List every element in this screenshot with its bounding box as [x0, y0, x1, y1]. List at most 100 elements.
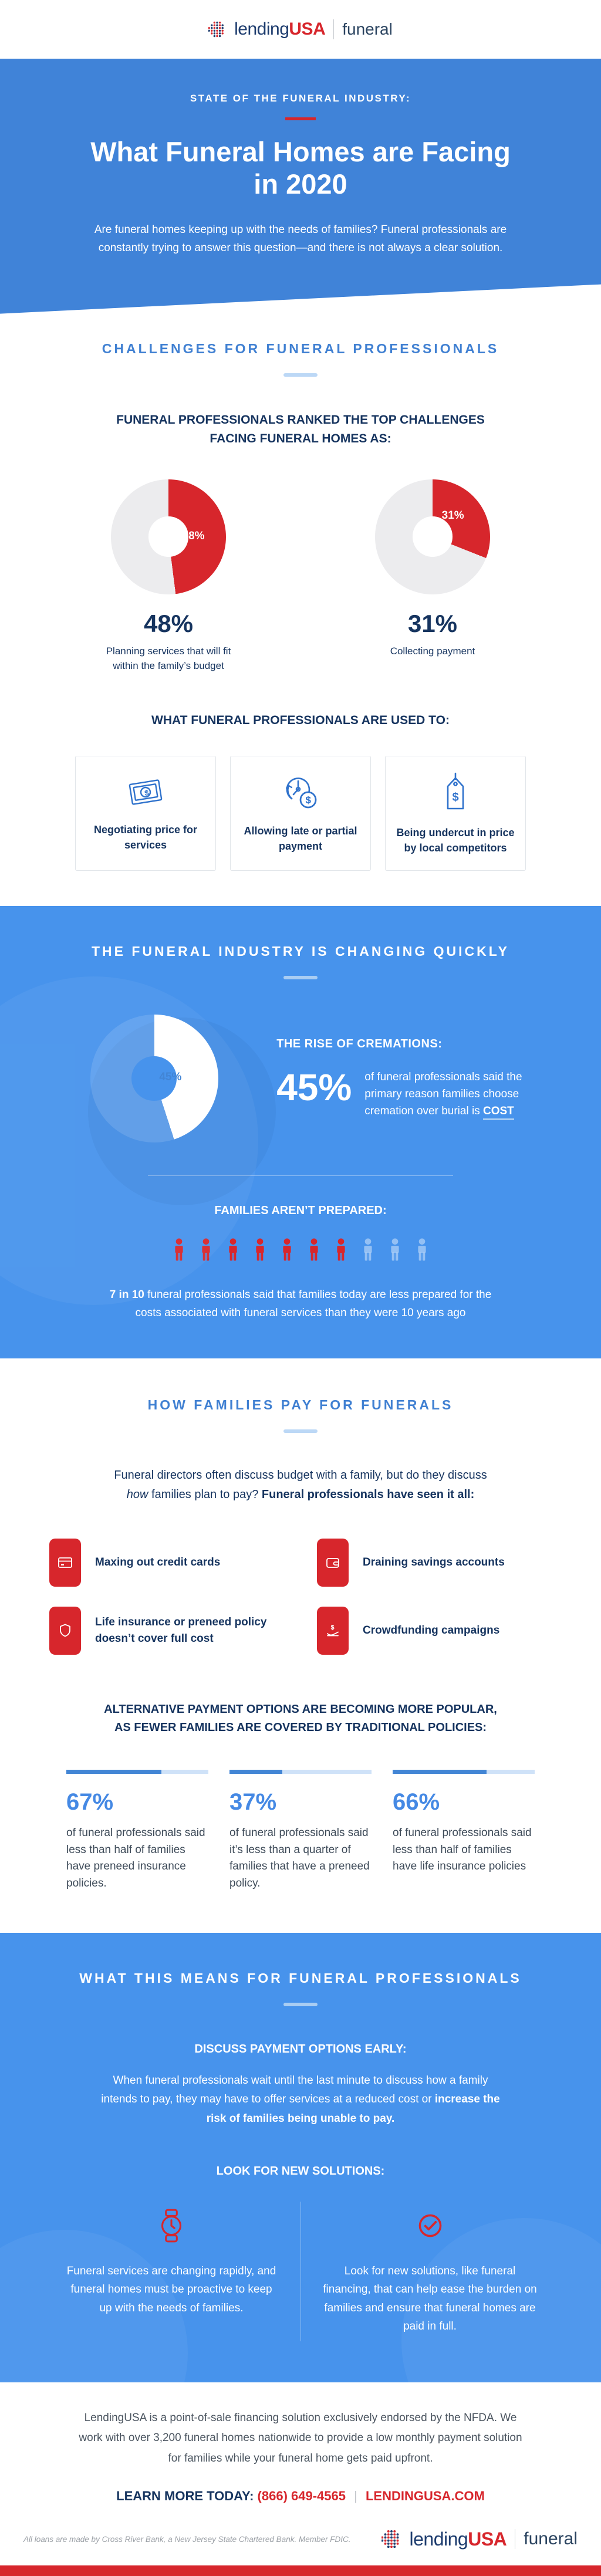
svg-text:$: $: [306, 795, 312, 806]
challenges-title: CHALLENGES FOR FUNERAL PROFESSIONALS: [102, 340, 499, 356]
brand-usa: USA: [468, 2528, 507, 2550]
used-to-card: $ Being undercut in price by local compe…: [385, 756, 526, 871]
donut-slice-label: 31%: [441, 509, 464, 522]
phone-link[interactable]: (866) 649-4565: [257, 2488, 346, 2503]
pay-intro-1: Funeral directors often discuss budget w…: [114, 1469, 487, 1482]
card-label: Allowing late or partial payment: [244, 825, 357, 853]
price-tag-icon: $: [447, 772, 464, 810]
person-icon: [254, 1238, 266, 1265]
challenges-section: CHALLENGES FOR FUNERAL PROFESSIONALS FUN…: [0, 313, 601, 907]
person-icon: [200, 1238, 212, 1265]
person-icon: [308, 1238, 320, 1265]
person-icon: [281, 1238, 293, 1265]
ranked-heading: FUNERAL PROFESSIONALS RANKED THE TOP CHA…: [23, 411, 578, 449]
solution-text: Funeral services are changing rapidly, a…: [66, 2264, 276, 2314]
cremation-text-block: THE RISE OF CREMATIONS: 45% of funeral p…: [260, 1037, 553, 1121]
donut-slice-label: 48%: [182, 529, 205, 542]
pictogram-row: [23, 1238, 578, 1265]
alt-heading-line1: ALTERNATIVE PAYMENT OPTIONS ARE BECOMING…: [104, 1703, 497, 1716]
pay-title: HOW FAMILIES PAY FOR FUNERALS: [147, 1397, 454, 1413]
pay-badge: [49, 1607, 81, 1655]
pay-section: HOW FAMILIES PAY FOR FUNERALS Funeral di…: [0, 1358, 601, 1933]
dollar-bill-icon: $: [129, 779, 163, 805]
solutions-heading: LOOK FOR NEW SOLUTIONS:: [216, 2164, 385, 2178]
cremation-stat-row: 45% of funeral professionals said the pr…: [276, 1069, 553, 1121]
stat-bar-fill: [66, 1770, 162, 1774]
stat-bar-fill: [393, 1770, 487, 1774]
brand-logo: lendingUSA funeral: [208, 19, 393, 39]
footer-logo: lendingUSA funeral: [381, 2528, 578, 2550]
header: lendingUSA funeral: [0, 0, 601, 59]
wallet-icon: [326, 1558, 339, 1568]
pay-item: $ Crowdfunding campaigns: [317, 1607, 552, 1655]
separator: |: [354, 2488, 357, 2503]
hero-subtitle: Are funeral homes keeping up with the ne…: [94, 223, 507, 255]
donut-chart-48: 48%: [111, 479, 226, 594]
footer-bottom-row: All loans are made by Cross River Bank, …: [23, 2528, 578, 2565]
stat-caption: Planning services that will fit within t…: [106, 645, 231, 672]
dots-flag-icon: [381, 2530, 399, 2548]
discuss-text-body: When funeral professionals wait until th…: [101, 2074, 488, 2106]
learn-more-label: LEARN MORE TODAY:: [116, 2488, 254, 2503]
cremation-donut-wrap: 45%: [48, 1015, 260, 1143]
donut-row: 48% 48% Planning services that will fit …: [23, 479, 578, 674]
stat-value: 31%: [407, 609, 458, 637]
section-divider: [283, 1429, 318, 1434]
discuss-text: When funeral professionals wait until th…: [95, 2071, 506, 2128]
stat-bar: [66, 1770, 208, 1774]
pay-item: Draining savings accounts: [317, 1539, 552, 1587]
alt-heading-line2: AS FEWER FAMILIES ARE COVERED BY TRADITI…: [114, 1721, 487, 1735]
cremations-heading: THE RISE OF CREMATIONS:: [276, 1037, 443, 1050]
stat-bar: [229, 1770, 372, 1774]
site-link[interactable]: LENDINGUSA.COM: [365, 2488, 485, 2503]
brand-lending: lending: [234, 19, 289, 39]
pay-intro-2: families plan to pay?: [148, 1488, 262, 1502]
brand-lending: lending: [409, 2528, 468, 2550]
hero-title: What Funeral Homes are Facing in 2020: [90, 136, 511, 200]
ranked-line2: FACING FUNERAL HOMES AS:: [210, 432, 391, 446]
stat-value: 48%: [143, 609, 194, 637]
pay-item-label: Crowdfunding campaigns: [363, 1624, 500, 1637]
brand-wordmark: lendingUSA: [234, 19, 326, 39]
stat-bar-fill: [229, 1770, 282, 1774]
stat-percent: 37%: [229, 1789, 277, 1816]
brand-funeral: funeral: [524, 2529, 578, 2549]
card-label: Being undercut in price by local competi…: [396, 827, 515, 854]
stat-text: of funeral professionals said less than …: [393, 1827, 532, 1873]
person-icon: [389, 1238, 401, 1265]
pay-item-label: Life insurance or preneed policy doesn’t…: [95, 1616, 267, 1645]
stat-column: 67% of funeral professionals said less t…: [66, 1770, 208, 1892]
card-label: Negotiating price for services: [93, 824, 197, 851]
families-text-bold: 7 in 10: [109, 1289, 144, 1301]
person-icon: [335, 1238, 347, 1265]
bottom-bar: [0, 2565, 601, 2576]
clock-late-payment-icon: $: [285, 777, 317, 809]
pay-item-label: Draining savings accounts: [363, 1556, 505, 1569]
pay-intro-bold: Funeral professionals have seen it all:: [261, 1488, 475, 1502]
cremation-block: 45% THE RISE OF CREMATIONS: 45% of funer…: [48, 1015, 553, 1143]
cremation-text-bold: COST: [482, 1105, 514, 1121]
solution-right: Look for new solutions, like funeral fin…: [300, 2201, 559, 2342]
brand-usa: USA: [289, 19, 326, 39]
pay-badge: [317, 1539, 349, 1587]
pay-item: Life insurance or preneed policy doesn’t…: [49, 1607, 284, 1655]
used-to-card: $ Allowing late or partial payment: [230, 756, 371, 871]
used-to-cards: $ Negotiating price for services $: [23, 756, 578, 871]
pay-badge: [49, 1539, 81, 1587]
svg-text:$: $: [453, 791, 459, 804]
families-heading: FAMILIES AREN’T PREPARED:: [214, 1204, 387, 1218]
pay-item: Maxing out credit cards: [49, 1539, 284, 1587]
credit-card-icon: [58, 1557, 72, 1568]
donut-chart-45: 45%: [90, 1015, 218, 1143]
families-divider: [148, 1175, 453, 1177]
brand-funeral: funeral: [342, 20, 393, 38]
person-icon: [416, 1238, 428, 1265]
stats-row: 67% of funeral professionals said less t…: [23, 1770, 578, 1892]
person-icon: [173, 1238, 185, 1265]
discuss-heading: DISCUSS PAYMENT OPTIONS EARLY:: [194, 2043, 407, 2056]
person-icon: [227, 1238, 239, 1265]
shield-icon: [60, 1624, 70, 1637]
footer-about: LendingUSA is a point-of-sale financing …: [79, 2412, 522, 2465]
section-divider: [283, 2003, 318, 2007]
